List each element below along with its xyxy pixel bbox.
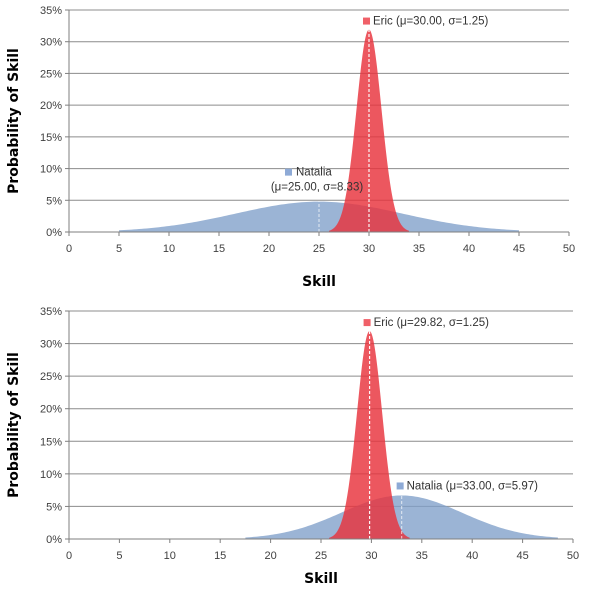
x-tick-label: 20: [263, 243, 275, 255]
chart-panel-2: 0% 5% 10% 15% 20% 25% 30% 35% 0 5 10 15 20 25 30 35 40 45…: [6, 306, 579, 587]
x-tick-label: 25: [315, 550, 327, 562]
y-tick-label: 20%: [40, 404, 62, 416]
legend-marker-natalia: [285, 168, 292, 176]
y-tick-label: 25%: [40, 68, 62, 80]
y-tick-label: 5%: [46, 195, 62, 207]
y-tick-label: 10%: [40, 164, 62, 176]
y-tick-label: 30%: [40, 37, 62, 49]
x-tick-label: 45: [516, 550, 528, 562]
y-tick-label: 5%: [46, 501, 62, 513]
x-tick-label: 40: [466, 550, 478, 562]
x-tick-label: 10: [164, 550, 176, 562]
y-tick-label: 15%: [40, 436, 62, 448]
chart-panel-1: 0% 5% 10% 15% 20% 25% 30% 35% 0 5 10 15 20 25 30 35 40 45…: [6, 5, 575, 290]
x-tick-label: 5: [116, 243, 122, 255]
y-axis-title: Probability of Skill: [6, 352, 22, 498]
x-tick-label: 15: [214, 550, 226, 562]
x-tick-label: 25: [313, 243, 325, 255]
x-tick-label: 50: [563, 243, 575, 255]
y-tick-label: 35%: [40, 306, 62, 318]
y-tick-label: 0%: [46, 534, 62, 546]
annotation-natalia: Natalia (μ=33.00, σ=5.97): [407, 480, 539, 492]
x-tick-label: 10: [163, 243, 175, 255]
x-tick-label: 30: [363, 243, 375, 255]
legend-marker-eric: [363, 17, 370, 25]
x-tick-label: 30: [365, 550, 377, 562]
x-tick-label: 50: [567, 550, 579, 562]
x-axis-title: Skill: [304, 571, 338, 587]
series-area-eric: [329, 331, 410, 539]
y-tick-label: 25%: [40, 371, 62, 383]
x-axis-title: Skill: [302, 274, 336, 290]
x-tick-label: 0: [66, 550, 72, 562]
y-axis-title: Probability of Skill: [6, 48, 22, 194]
y-tick-label: 20%: [40, 100, 62, 112]
x-tick-label: 0: [66, 243, 72, 255]
annotation-eric: Eric (μ=30.00, σ=1.25): [373, 16, 489, 28]
y-tick-label: 15%: [40, 132, 62, 144]
legend-marker-natalia: [396, 482, 404, 490]
annotation-eric: Eric (μ=29.82, σ=1.25): [374, 317, 490, 329]
annotation-natalia-name: Natalia: [296, 167, 332, 179]
x-tick-label: 40: [463, 243, 475, 255]
legend-marker-eric: [363, 319, 371, 327]
x-tick-label: 35: [416, 550, 428, 562]
y-tick-label: 0%: [46, 227, 62, 239]
y-tick-label: 35%: [40, 5, 62, 17]
x-tick-label: 5: [116, 550, 122, 562]
x-tick-label: 20: [264, 550, 276, 562]
y-tick-label: 30%: [40, 339, 62, 351]
y-tick-label: 10%: [40, 469, 62, 481]
x-tick-label: 45: [513, 243, 525, 255]
x-tick-label: 35: [413, 243, 425, 255]
annotation-natalia-params: (μ=25.00, σ=8.33): [271, 182, 364, 194]
x-tick-label: 15: [213, 243, 225, 255]
